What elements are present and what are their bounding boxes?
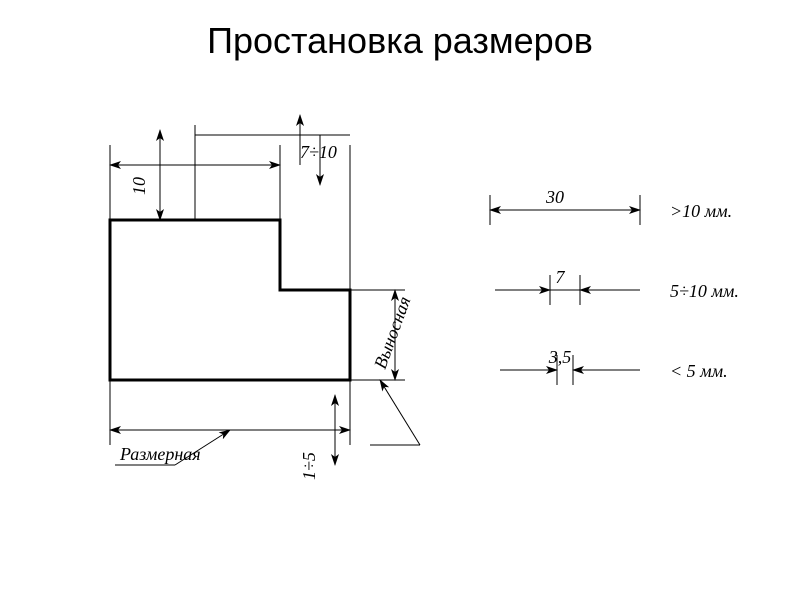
dim-label-7-10: 7÷10 [300,142,337,162]
dim-label-10: 10 [129,177,149,195]
note-3: < 5 мм. [670,361,728,381]
dim-value-3-5: 3,5 [548,347,572,367]
label-razmernaya: Размерная [119,444,201,464]
note-1: >10 мм. [670,201,732,221]
note-2: 5÷10 мм. [670,281,739,301]
leader-vynosnaya [380,380,420,445]
dim-label-1-5: 1÷5 [299,452,319,480]
dim-value-30: 30 [545,187,564,207]
dim-value-7: 7 [556,267,566,287]
part-outline [110,220,350,380]
label-vynosnaya: Выносная [370,294,415,372]
diagram-canvas: 10 7÷10 Размерная Выносная 1÷5 30 >10 мм… [0,0,800,600]
